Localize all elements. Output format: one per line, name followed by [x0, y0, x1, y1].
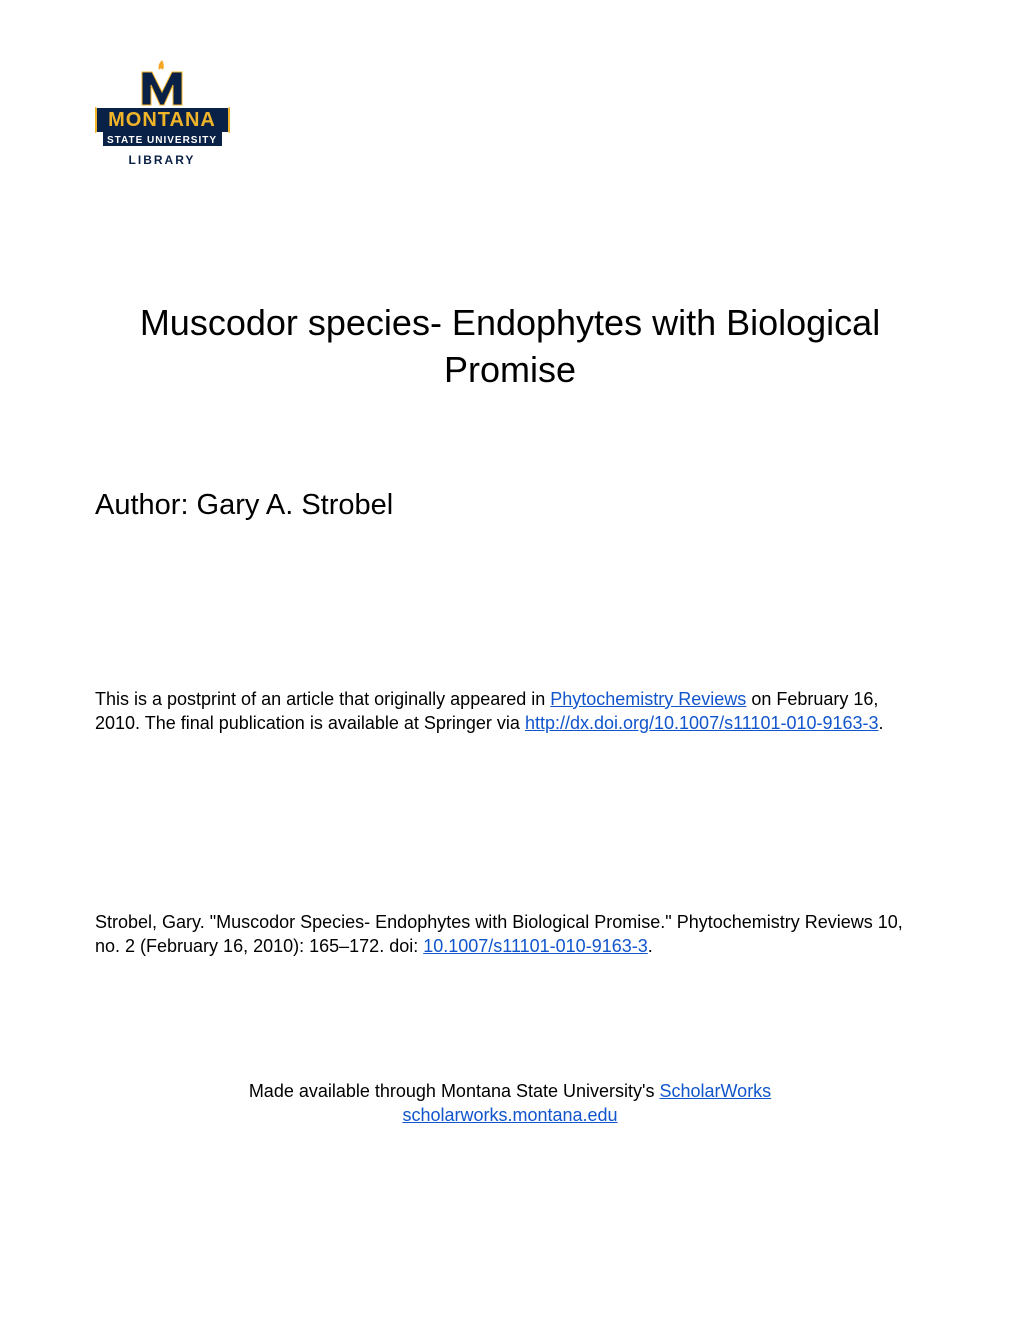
journal-link[interactable]: Phytochemistry Reviews — [550, 689, 746, 709]
citation-doi-link[interactable]: 10.1007/s11101-010-9163-3 — [423, 936, 648, 956]
postprint-note: This is a postprint of an article that o… — [95, 687, 925, 736]
doi-link[interactable]: http://dx.doi.org/10.1007/s11101-010-916… — [525, 713, 879, 733]
scholarworks-link[interactable]: ScholarWorks — [659, 1081, 771, 1101]
postprint-text-after: . — [879, 713, 884, 733]
author-line: Author: Gary A. Strobel — [95, 489, 925, 522]
logo-container: MONTANA STATE UNIVERSITY LIBRARY — [95, 60, 925, 180]
postprint-text-before: This is a postprint of an article that o… — [95, 689, 550, 709]
svg-text:STATE UNIVERSITY: STATE UNIVERSITY — [107, 135, 217, 146]
svg-text:LIBRARY: LIBRARY — [129, 153, 196, 167]
msu-library-logo: MONTANA STATE UNIVERSITY LIBRARY — [95, 60, 230, 175]
scholarworks-url-link[interactable]: scholarworks.montana.edu — [402, 1105, 617, 1125]
document-title: Muscodor species- Endophytes with Biolog… — [95, 300, 925, 394]
footer-before: Made available through Montana State Uni… — [249, 1081, 660, 1101]
citation-after: . — [648, 936, 653, 956]
svg-text:MONTANA: MONTANA — [108, 109, 216, 131]
citation-text: Strobel, Gary. "Muscodor Species- Endoph… — [95, 910, 925, 959]
footer-note: Made available through Montana State Uni… — [95, 1079, 925, 1128]
